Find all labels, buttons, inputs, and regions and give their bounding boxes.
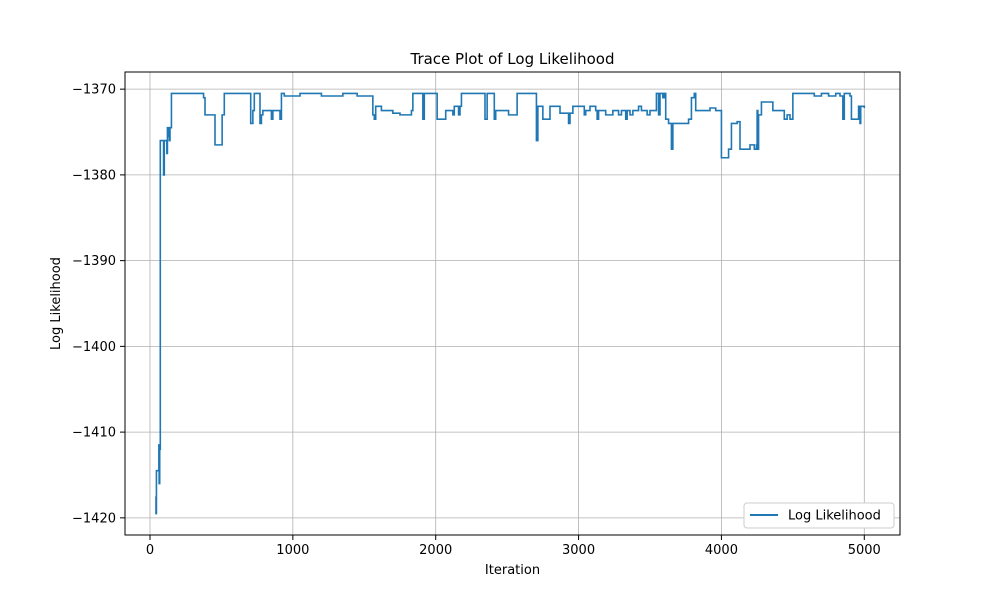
x-tick-label: 0 [146, 543, 154, 558]
series-layer [155, 92, 866, 515]
x-tick-label: 4000 [705, 543, 738, 558]
y-tick-label: −1390 [72, 254, 116, 269]
legend-label: Log Likelihood [788, 509, 881, 524]
y-tick-label: −1370 [72, 83, 116, 98]
x-tick-label: 2000 [419, 543, 452, 558]
x-tick-label: 3000 [562, 543, 595, 558]
y-axis-label: Log Likelihood [49, 257, 64, 350]
y-tick-label: −1410 [72, 426, 116, 441]
legend: Log Likelihood [743, 502, 895, 529]
y-tick-label: −1420 [72, 511, 116, 526]
ticks: 0 1000 2000 3000 4000 5000 −1420 −1410 −1400 −139… [72, 83, 881, 558]
y-tick-label: −1400 [72, 340, 116, 355]
chart-title: Trace Plot of Log Likelihood [409, 50, 614, 68]
y-tick-label: −1380 [72, 168, 116, 183]
x-axis-label: Iteration [485, 563, 540, 578]
plot-frame [124, 71, 901, 536]
x-tick-label: 5000 [848, 543, 881, 558]
series-line-log-likelihood [155, 92, 866, 515]
x-tick-label: 1000 [276, 543, 309, 558]
legend-box [743, 502, 895, 529]
